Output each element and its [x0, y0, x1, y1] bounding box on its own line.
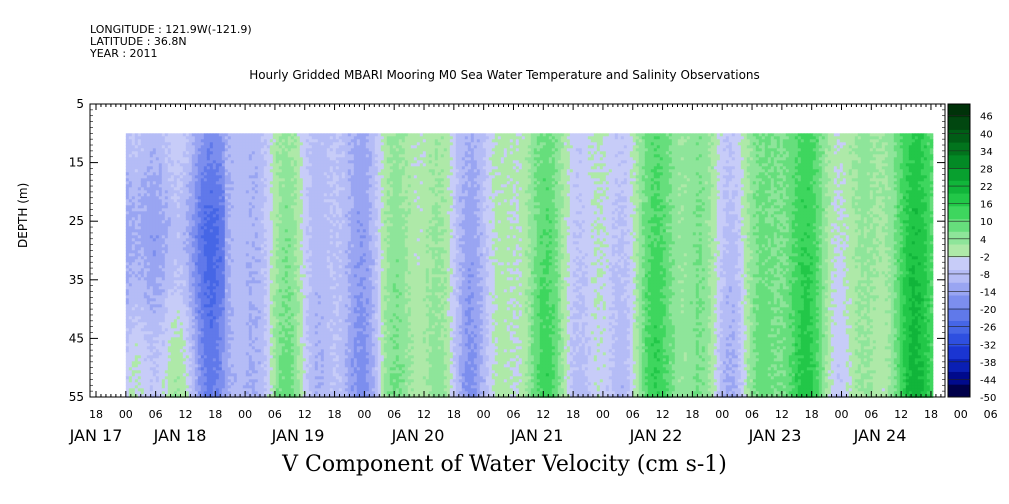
colorbar-segment [948, 371, 970, 385]
colorbar-tick-label: 40 [980, 129, 993, 140]
x-hour-tick-label: 18 [685, 408, 699, 421]
colorbar-segment [948, 269, 970, 283]
x-day-label: JAN 17 [69, 426, 123, 445]
x-hour-tick-label: 12 [536, 408, 550, 421]
colorbar-segment [948, 320, 970, 334]
x-hour-tick-label: 12 [417, 408, 431, 421]
colorbar-segment [948, 142, 970, 156]
colorbar-segment [948, 231, 970, 245]
x-hour-tick-label: 00 [835, 408, 849, 421]
colorbar-segment [948, 295, 970, 309]
colorbar-segment [948, 193, 970, 207]
colorbar-segment [948, 116, 970, 130]
colorbar-segment [948, 244, 970, 258]
colorbar-tick-label: -32 [980, 340, 996, 351]
colorbar-segment [948, 218, 970, 232]
latitude-label: LATITUDE : 36.8N [90, 36, 187, 48]
colorbar-segment [948, 180, 970, 194]
x-hour-tick-label: 00 [715, 408, 729, 421]
x-day-label: JAN 21 [510, 426, 564, 445]
colorbar-tick-label: 10 [980, 217, 993, 228]
x-hour-tick-label: 06 [387, 408, 401, 421]
x-hour-tick-label: 00 [477, 408, 491, 421]
colorbar-segment [948, 333, 970, 347]
longitude-label: LONGITUDE : 121.9W(-121.9) [90, 24, 252, 36]
colorbar-segment [948, 358, 970, 372]
x-hour-tick-label: 06 [745, 408, 759, 421]
x-hour-tick-label: 12 [775, 408, 789, 421]
colorbar-tick-label: -2 [980, 252, 990, 263]
y-tick-label: 5 [76, 97, 84, 111]
colorbar-tick-label: 4 [980, 235, 986, 246]
x-hour-tick-label: 18 [208, 408, 222, 421]
x-day-label: JAN 18 [153, 426, 207, 445]
chart-title: Hourly Gridded MBARI Mooring M0 Sea Wate… [0, 68, 1009, 82]
colorbar-segment [948, 346, 970, 360]
colorbar-tick-label: 28 [980, 164, 993, 175]
colorbar-tick-label: -44 [980, 375, 996, 386]
x-hour-tick-label: 06 [626, 408, 640, 421]
x-hour-tick-label: 12 [656, 408, 670, 421]
x-hour-tick-label: 18 [89, 408, 103, 421]
x-day-label: JAN 19 [271, 426, 325, 445]
x-day-label: JAN 23 [748, 426, 802, 445]
x-hour-tick-label: 18 [447, 408, 461, 421]
y-tick-label: 55 [69, 390, 84, 404]
x-hour-tick-label: 06 [984, 408, 998, 421]
x-day-label: JAN 24 [853, 426, 907, 445]
year-label: YEAR : 2011 [90, 48, 158, 60]
colorbar-tick-label: -26 [980, 323, 996, 334]
x-hour-tick-label: 18 [805, 408, 819, 421]
x-hour-tick-label: 00 [357, 408, 371, 421]
x-hour-tick-label: 00 [954, 408, 968, 421]
y-tick-label: 15 [69, 156, 84, 170]
x-hour-tick-label: 06 [864, 408, 878, 421]
colorbar-tick-label: -8 [980, 270, 990, 281]
x-hour-tick-label: 18 [566, 408, 580, 421]
x-hour-tick-label: 00 [119, 408, 133, 421]
x-day-label: JAN 20 [391, 426, 445, 445]
x-hour-tick-label: 12 [894, 408, 908, 421]
x-day-label: JAN 22 [629, 426, 683, 445]
x-hour-tick-label: 00 [238, 408, 252, 421]
x-hour-tick-label: 18 [328, 408, 342, 421]
colorbar-segment [948, 256, 970, 271]
x-axis-label: V Component of Water Velocity (cm s-1) [0, 452, 1009, 477]
colorbar-tick-label: -38 [980, 358, 996, 369]
heatmap-cells [125, 133, 934, 398]
x-hour-tick-label: 12 [298, 408, 312, 421]
y-tick-label: 35 [69, 273, 84, 287]
x-hour-tick-label: 06 [268, 408, 282, 421]
x-hour-tick-label: 12 [178, 408, 192, 421]
colorbar-segment [948, 205, 970, 220]
x-hour-tick-label: 06 [149, 408, 163, 421]
colorbar-segment [948, 129, 970, 143]
colorbar-segment [948, 384, 970, 398]
colorbar-tick-label: 16 [980, 200, 993, 211]
colorbar-segment [948, 167, 970, 181]
colorbar-segment [948, 307, 970, 321]
x-hour-tick-label: 06 [506, 408, 520, 421]
colorbar-tick-label: -14 [980, 288, 996, 299]
x-hour-tick-label: 00 [596, 408, 610, 421]
colorbar-tick-label: -50 [980, 393, 996, 404]
colorbar-tick-label: 34 [980, 147, 993, 158]
colorbar-segment [948, 154, 970, 169]
y-tick-label: 45 [69, 331, 84, 345]
colorbar-tick-label: 46 [980, 112, 993, 123]
colorbar-tick-label: -20 [980, 305, 996, 316]
x-hour-tick-label: 18 [924, 408, 938, 421]
colorbar-segment [948, 282, 970, 296]
colorbar-tick-label: 22 [980, 182, 993, 193]
colorbar-segment [948, 104, 970, 118]
y-tick-label: 25 [69, 214, 84, 228]
